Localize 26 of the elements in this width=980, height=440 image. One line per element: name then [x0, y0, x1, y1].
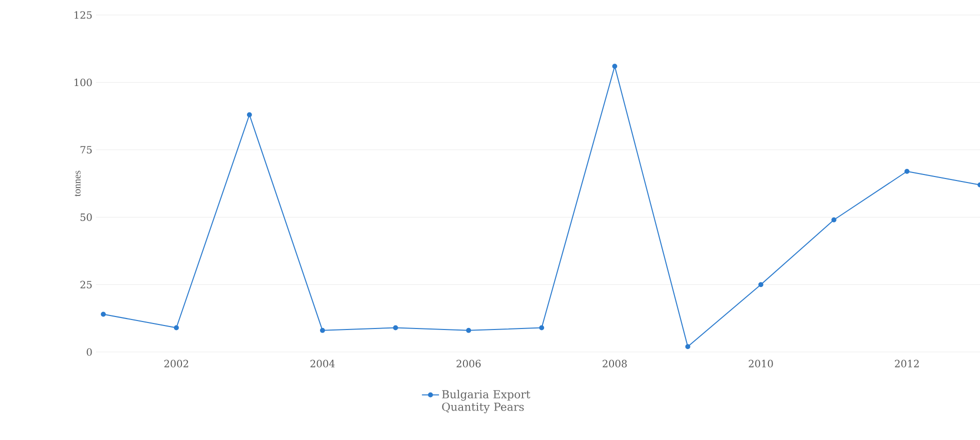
y-axis-title: tonnes	[74, 170, 81, 196]
point	[466, 328, 472, 333]
point	[246, 112, 252, 118]
x-tick-label: 2010	[748, 360, 773, 368]
point	[174, 325, 179, 330]
point	[320, 328, 325, 333]
y-tick-label: 75	[80, 146, 92, 154]
point	[612, 64, 618, 69]
y-tick-label: 50	[80, 213, 92, 221]
x-tick-label: 2002	[164, 360, 188, 368]
point	[904, 168, 910, 174]
y-tick-label: 0	[86, 348, 92, 356]
point	[685, 344, 690, 350]
x-tick-label: 2008	[602, 360, 627, 368]
x-tick-label: 2012	[894, 360, 919, 368]
point	[539, 325, 544, 330]
point	[100, 312, 106, 317]
point	[758, 282, 764, 288]
y-tick-label: 125	[74, 11, 92, 19]
x-tick-label: 2004	[310, 360, 335, 368]
legend-label: Bulgaria Export Quantity Pears	[442, 390, 530, 414]
y-tick-label: 100	[74, 78, 92, 86]
y-tick-label: 25	[80, 280, 92, 288]
point	[393, 325, 398, 330]
x-tick-label: 2006	[456, 360, 481, 368]
point	[831, 217, 836, 222]
